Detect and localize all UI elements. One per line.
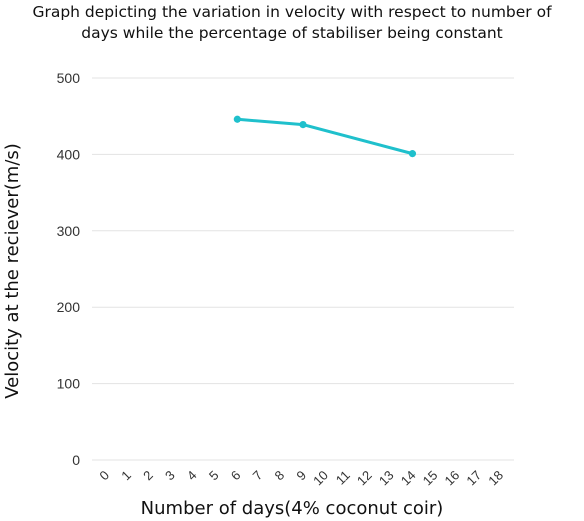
gridlines [92,77,514,461]
x-tick-label: 17 [463,468,484,489]
x-tick-label: 9 [293,468,309,484]
x-tick-label: 18 [485,468,506,489]
x-tick-label: 12 [354,468,375,489]
series-line [235,117,414,156]
y-tick-label: 200 [57,299,81,315]
x-tick-label: 3 [162,468,178,484]
y-tick-label: 400 [57,146,81,162]
y-tick-label: 300 [57,223,81,239]
y-tick-label: 0 [72,452,80,468]
x-tick-label: 8 [272,468,288,484]
x-tick-label: 14 [398,468,419,489]
x-tick-labels: 0 1 2 3 4 5 6 7 8 9 10 11 12 13 14 15 16 17 18 [96,468,506,489]
data-point [233,115,241,123]
chart-title: Graph depicting the variation in velocit… [0,2,584,44]
x-tick-label: 0 [96,468,112,484]
data-point [299,121,307,129]
x-tick-label: 10 [310,468,331,489]
x-tick-label: 6 [228,468,244,484]
x-tick-label: 11 [333,468,353,488]
y-tick-label: 500 [57,70,81,86]
chart-title-line-2: days while the percentage of stabiliser … [81,24,503,42]
y-tick-labels: 0 100 200 300 400 500 [57,70,81,468]
x-tick-label: 16 [442,468,463,489]
x-tick-label: 1 [118,468,134,484]
data-point [408,150,417,158]
y-axis-label: Velocity at the reciever(m/s) [2,143,23,399]
x-tick-label: 2 [140,468,156,484]
x-tick-label: 4 [184,468,200,484]
x-tick-label: 7 [250,468,266,484]
x-tick-label: 13 [376,468,397,489]
x-tick-label: 5 [206,468,222,484]
y-tick-label: 100 [57,376,81,392]
series-layer [233,115,417,158]
x-tick-label: 15 [420,468,441,489]
x-axis-label: Number of days(4% coconut coir) [141,498,444,519]
chart-title-line-1: Graph depicting the variation in velocit… [32,3,552,21]
